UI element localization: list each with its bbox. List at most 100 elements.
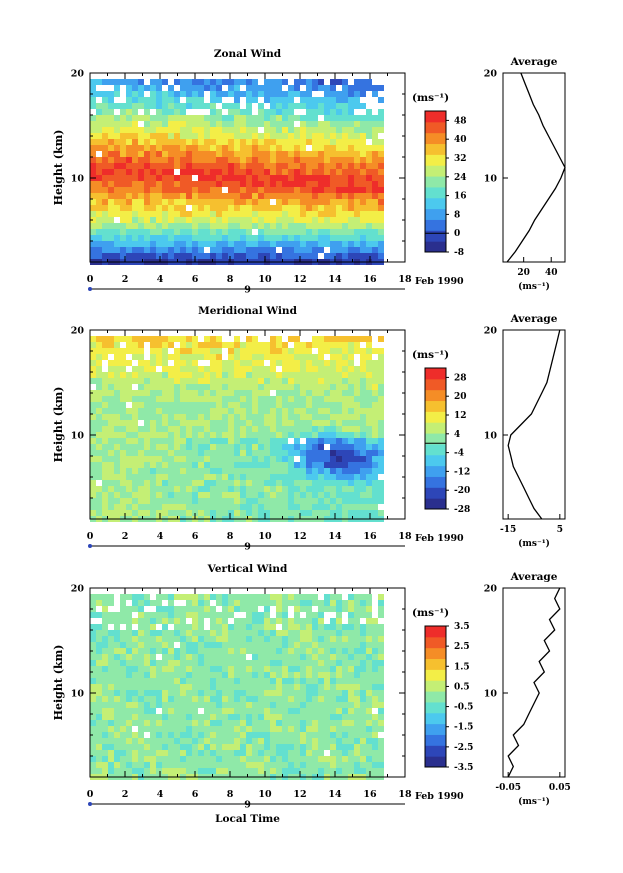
heatmap-cell xyxy=(102,636,108,642)
heatmap-cell xyxy=(114,97,120,103)
heatmap-cell xyxy=(222,612,228,618)
heatmap-cell xyxy=(252,139,258,145)
heatmap-cell xyxy=(294,97,300,103)
heatmap-cell xyxy=(228,360,234,366)
heatmap-cell xyxy=(360,348,366,354)
heatmap-cell xyxy=(198,432,204,438)
heatmap-cell xyxy=(168,600,174,606)
heatmap-cell xyxy=(198,456,204,462)
heatmap-cell xyxy=(174,456,180,462)
heatmap-cell xyxy=(132,666,138,672)
heatmap-cell xyxy=(324,636,330,642)
heatmap-cell xyxy=(312,402,318,408)
heatmap-cell xyxy=(126,594,132,600)
colorbar-frame xyxy=(424,625,447,768)
heatmap-cell xyxy=(186,480,192,486)
heatmap-cell xyxy=(114,672,120,678)
heatmap-cell xyxy=(264,253,270,259)
heatmap-cell xyxy=(336,486,342,492)
heatmap-cell xyxy=(378,654,384,660)
heatmap-cell xyxy=(198,468,204,474)
heatmap-cell xyxy=(300,133,306,139)
heatmap-cell xyxy=(204,348,210,354)
heatmap-cell xyxy=(288,636,294,642)
heatmap-cell xyxy=(114,127,120,133)
heatmap-cell xyxy=(378,636,384,642)
heatmap-cell xyxy=(288,714,294,720)
heatmap-cell xyxy=(252,169,258,175)
heatmap-cell xyxy=(144,462,150,468)
heatmap-cell xyxy=(198,97,204,103)
heatmap-cell xyxy=(360,456,366,462)
heatmap-cell xyxy=(324,666,330,672)
heatmap-cell xyxy=(252,486,258,492)
heatmap-cell xyxy=(228,133,234,139)
heatmap-cell xyxy=(102,654,108,660)
heatmap-cell xyxy=(234,426,240,432)
heatmap-cell xyxy=(204,360,210,366)
heatmap-cell xyxy=(126,714,132,720)
heatmap-cell xyxy=(366,247,372,253)
heatmap-cell xyxy=(324,618,330,624)
heatmap-cell xyxy=(198,229,204,235)
heatmap-cell xyxy=(378,684,384,690)
heatmap-cell xyxy=(186,702,192,708)
heatmap-cell xyxy=(312,348,318,354)
heatmap-cell xyxy=(348,121,354,127)
heatmap-cell xyxy=(222,624,228,630)
heatmap-cell xyxy=(198,744,204,750)
heatmap-cell xyxy=(372,672,378,678)
heatmap-cell xyxy=(366,438,372,444)
heatmap-cell xyxy=(210,199,216,205)
heatmap-cell xyxy=(102,390,108,396)
heatmap-cell xyxy=(258,726,264,732)
heatmap-cell xyxy=(180,474,186,480)
heatmap-cell xyxy=(234,109,240,115)
heatmap-cell xyxy=(378,612,384,618)
heatmap-cell xyxy=(96,744,102,750)
heatmap-cell xyxy=(318,354,324,360)
heatmap-cell xyxy=(198,702,204,708)
heatmap-cell xyxy=(198,247,204,253)
heatmap-cell xyxy=(378,660,384,666)
heatmap-cell xyxy=(366,474,372,480)
heatmap-cell xyxy=(234,253,240,259)
heatmap-cell xyxy=(318,438,324,444)
heatmap-cell xyxy=(246,432,252,438)
average-profile-line xyxy=(507,587,561,778)
heatmap-cell xyxy=(222,618,228,624)
heatmap-cell xyxy=(342,91,348,97)
heatmap-cell xyxy=(162,498,168,504)
heatmap-cell xyxy=(354,654,360,660)
heatmap-cell xyxy=(288,648,294,654)
heatmap-cell xyxy=(90,79,96,85)
heatmap-cell xyxy=(126,139,132,145)
heatmap-cell xyxy=(336,390,342,396)
heatmap-cell xyxy=(294,702,300,708)
heatmap-cell xyxy=(156,253,162,259)
heatmap-cell xyxy=(270,372,276,378)
heatmap-cell xyxy=(150,390,156,396)
heatmap-cell xyxy=(186,366,192,372)
heatmap-cell xyxy=(192,372,198,378)
heatmap-cell xyxy=(138,474,144,480)
heatmap-cell xyxy=(144,696,150,702)
heatmap-cell xyxy=(210,145,216,151)
heatmap-cell xyxy=(216,253,222,259)
heatmap-cell xyxy=(96,217,102,223)
heatmap-cell xyxy=(174,354,180,360)
heatmap-cell xyxy=(114,618,120,624)
heatmap-cell xyxy=(96,145,102,151)
heatmap-cell xyxy=(252,354,258,360)
heatmap-cell xyxy=(90,169,96,175)
heatmap-cell xyxy=(342,85,348,91)
heatmap-cell xyxy=(276,109,282,115)
heatmap-cell xyxy=(342,480,348,486)
heatmap-cell xyxy=(306,642,312,648)
heatmap-cell xyxy=(96,79,102,85)
heatmap-cell xyxy=(312,426,318,432)
heatmap-cell xyxy=(174,223,180,229)
heatmap-cell xyxy=(90,408,96,414)
heatmap-cell xyxy=(180,594,186,600)
